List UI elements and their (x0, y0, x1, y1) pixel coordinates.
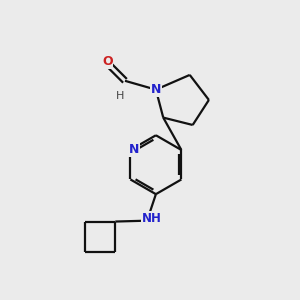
Text: O: O (102, 55, 112, 68)
Text: H: H (116, 91, 125, 100)
Text: NH: NH (142, 212, 161, 225)
Text: N: N (151, 83, 161, 96)
Text: N: N (129, 143, 139, 157)
